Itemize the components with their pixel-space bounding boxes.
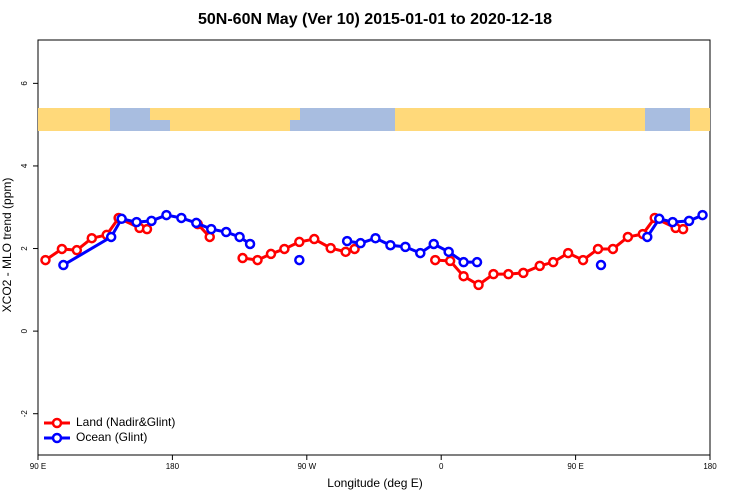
point	[325, 242, 336, 254]
point	[205, 223, 217, 235]
legend-label: Land (Nadir&Glint)	[76, 415, 175, 429]
point	[294, 236, 305, 248]
series-line	[44, 216, 684, 287]
point	[58, 259, 69, 271]
point	[237, 252, 248, 264]
point	[294, 254, 305, 266]
point	[592, 243, 604, 255]
point	[370, 232, 381, 244]
point	[131, 216, 142, 228]
y-tick-label: -2	[20, 410, 29, 418]
point	[234, 231, 245, 243]
point	[534, 260, 546, 272]
point	[667, 216, 678, 228]
point	[400, 241, 411, 253]
point	[653, 213, 665, 225]
point	[385, 239, 396, 251]
point	[105, 231, 117, 243]
point	[340, 246, 351, 258]
point	[349, 243, 360, 255]
point	[642, 231, 653, 243]
map-band	[38, 108, 710, 131]
point	[415, 247, 426, 259]
chart-title: 50N-60N May (Ver 10) 2015-01-01 to 2020-…	[198, 11, 552, 28]
point	[279, 243, 290, 255]
point	[40, 254, 51, 266]
point	[595, 259, 607, 271]
x-tick-label: 180	[703, 462, 717, 471]
x-tick-label: 90 E	[567, 462, 583, 471]
point	[577, 254, 589, 266]
y-tick-label: 6	[20, 81, 29, 86]
point	[86, 232, 98, 244]
point	[683, 215, 695, 227]
point	[71, 244, 83, 256]
point	[355, 237, 366, 249]
point	[547, 256, 559, 268]
point	[443, 246, 454, 258]
point	[503, 268, 514, 280]
point	[176, 212, 187, 224]
point	[677, 223, 689, 235]
point	[622, 231, 634, 243]
point	[220, 226, 232, 238]
point	[607, 243, 619, 255]
point	[471, 256, 483, 268]
x-axis-label: Longitude (deg E)	[327, 476, 422, 490]
legend-marker	[51, 417, 63, 429]
point	[116, 213, 127, 225]
point	[309, 233, 320, 245]
point	[473, 279, 484, 291]
plot-frame	[37, 39, 711, 456]
point	[562, 247, 574, 259]
point	[444, 255, 456, 267]
x-tick-label: 90 W	[297, 462, 316, 471]
point	[458, 256, 469, 268]
y-tick-label: 4	[20, 163, 29, 168]
y-tick-label: 0	[20, 328, 29, 333]
point	[429, 254, 441, 266]
y-axis-label: XCO2 - MLO trend (ppm)	[0, 178, 14, 313]
point	[244, 238, 256, 250]
legend-marker	[51, 432, 63, 444]
point	[428, 238, 439, 250]
point	[341, 235, 353, 247]
point	[56, 243, 68, 255]
point	[146, 215, 157, 227]
x-tick-label: 0	[439, 462, 444, 471]
point	[191, 217, 202, 229]
legend-label: Ocean (Glint)	[76, 430, 147, 444]
point	[141, 223, 153, 235]
y-tick-label: 2	[20, 246, 29, 251]
series-line	[62, 213, 704, 267]
point	[697, 209, 708, 221]
point	[252, 254, 263, 266]
point	[518, 267, 529, 279]
point	[265, 248, 277, 260]
point	[458, 270, 469, 282]
point	[488, 268, 499, 280]
x-tick-label: 90 E	[30, 462, 46, 471]
point	[161, 209, 172, 221]
x-tick-label: 180	[166, 462, 180, 471]
